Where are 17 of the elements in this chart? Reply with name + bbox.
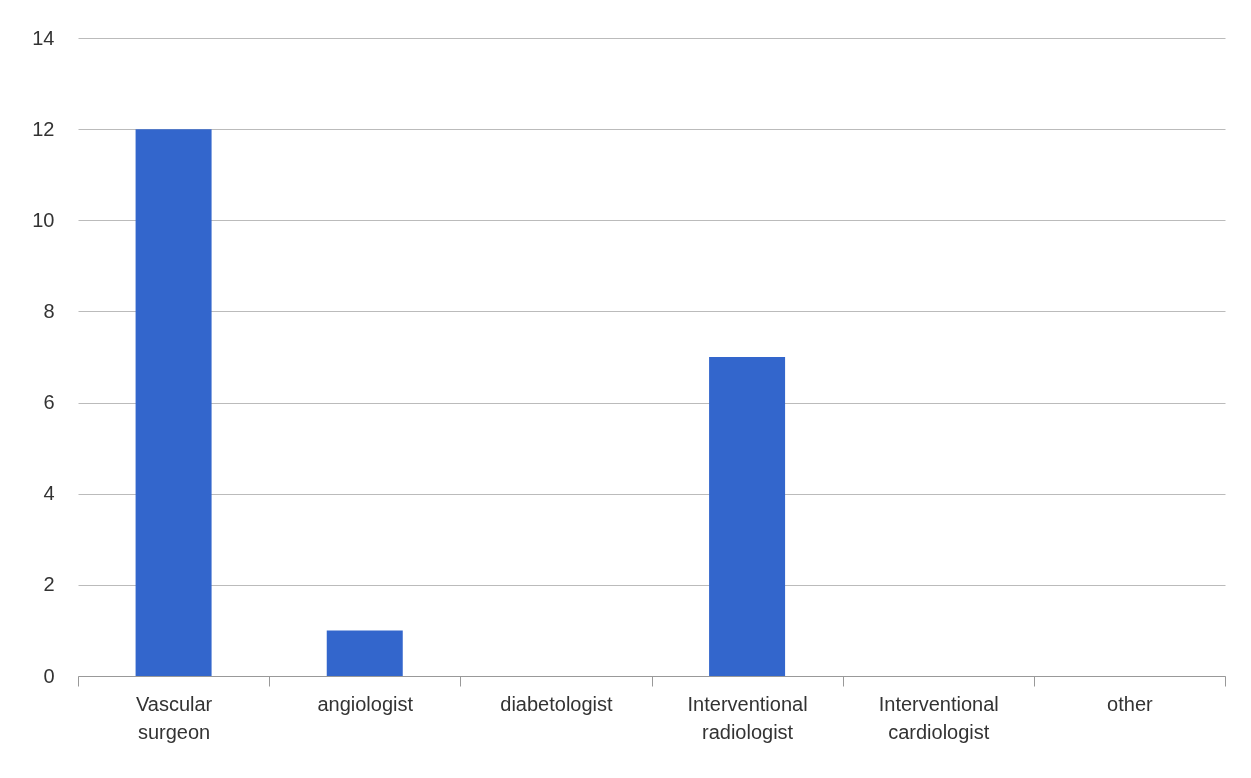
- y-tick-label: 14: [32, 26, 55, 49]
- y-tick-label: 4: [43, 482, 55, 505]
- x-tick-label: Interventional radiologist: [687, 692, 808, 743]
- bar: [135, 129, 212, 676]
- x-tick-label: Interventional cardiologist: [878, 692, 999, 743]
- x-tick-label: Vascular surgeon: [135, 692, 213, 743]
- x-tick-label: other: [1107, 692, 1154, 715]
- y-tick-label: 10: [32, 208, 55, 231]
- y-tick-label: 8: [43, 299, 55, 322]
- y-tick-label: 6: [43, 391, 55, 414]
- y-tick-label: 0: [43, 664, 55, 687]
- x-tick-label: angiologist: [317, 692, 414, 715]
- bar: [709, 357, 786, 676]
- bar: [326, 630, 403, 676]
- y-tick-label: 12: [32, 117, 55, 140]
- y-tick-label: 2: [43, 573, 55, 596]
- x-tick-label: diabetologist: [500, 692, 614, 715]
